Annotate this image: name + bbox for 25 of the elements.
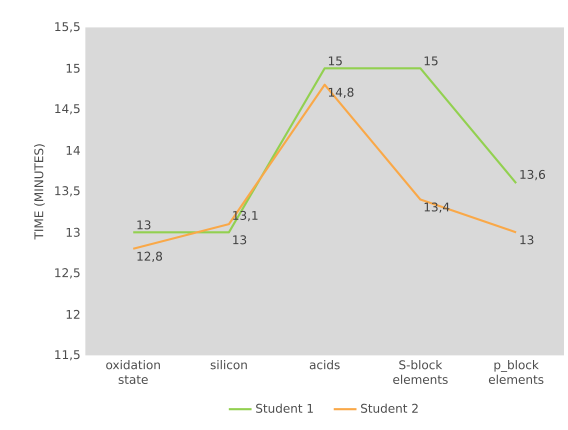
y-tick-label: 12,5 (55, 268, 80, 278)
y-tick-label: 15 (66, 64, 80, 73)
y-tick-label: 13 (66, 228, 80, 237)
x-tick-label: S-block elements (393, 360, 448, 384)
legend-label: Student 2 (361, 404, 418, 413)
data-label: 13 (233, 235, 246, 244)
legend-label: Student 1 (256, 404, 313, 413)
line-series (132, 84, 518, 250)
y-tick-label: 13,5 (55, 186, 80, 196)
y-axis-title: TIME (MINUTES) (34, 144, 45, 240)
y-tick-label: 14 (66, 146, 80, 155)
y-tick-label: 12 (66, 310, 80, 319)
data-label: 15 (424, 56, 438, 66)
y-tick-label: 14,5 (55, 104, 80, 114)
y-tick-label: 11,5 (55, 350, 80, 360)
x-tick-label: p_block elements (488, 360, 544, 384)
data-label: 15 (328, 56, 342, 66)
data-label: 13 (520, 235, 534, 244)
data-label: 13 (137, 220, 150, 230)
data-label: 12,8 (137, 252, 162, 262)
x-tick-label: acids (310, 360, 340, 370)
x-tick-label: oxidation state (106, 360, 160, 384)
x-tick-label: silicon (210, 360, 247, 370)
y-tick-label: 15,5 (55, 22, 80, 32)
data-label: 13,6 (520, 170, 546, 180)
